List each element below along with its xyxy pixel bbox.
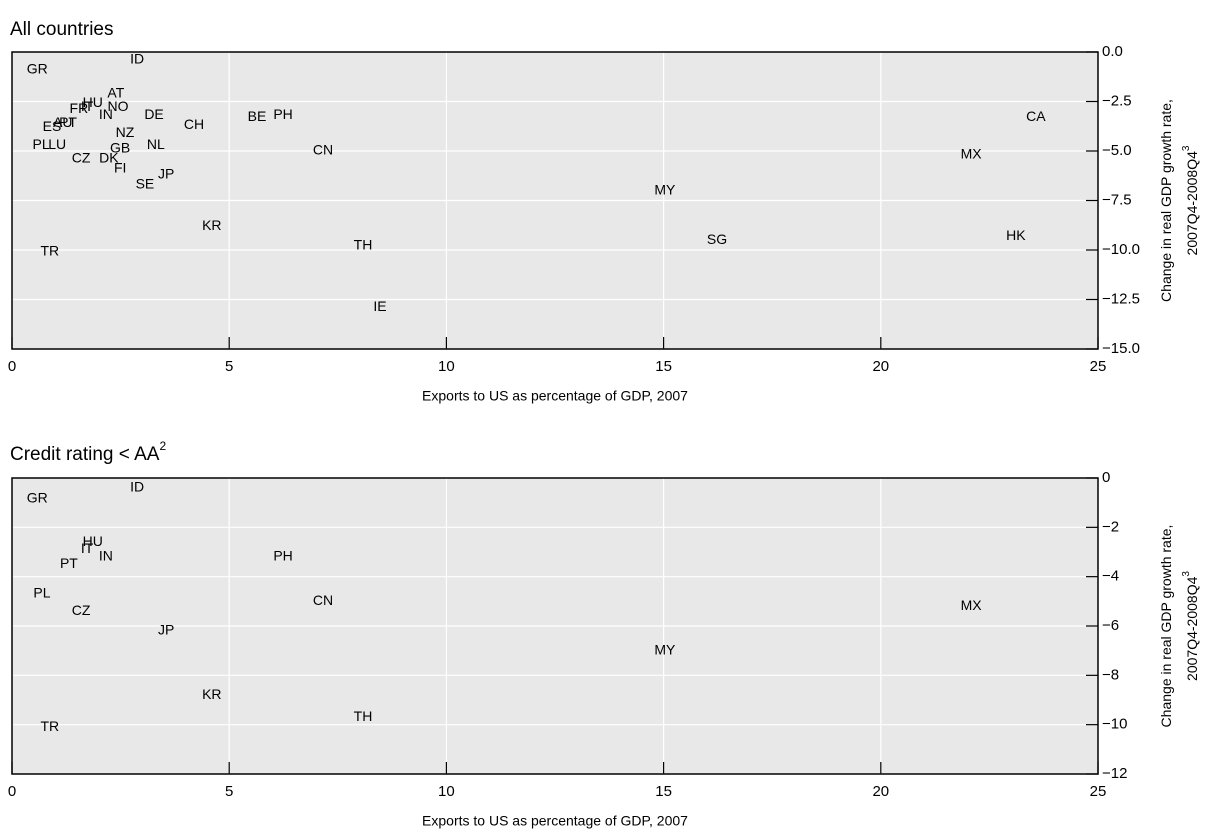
- y-tick-label: −12.5: [1102, 290, 1140, 307]
- y-tick-label: −7.5: [1102, 191, 1132, 208]
- y-tick-label: −5.0: [1102, 142, 1132, 159]
- point-label: KR: [202, 217, 221, 233]
- title-text: All countries: [10, 19, 114, 40]
- plot-frame: [11, 477, 1099, 775]
- y-tick-label: 0: [1102, 469, 1110, 486]
- y-axis-label-line: Change in real GDP growth rate,: [1158, 99, 1174, 302]
- point-label: DK: [99, 150, 119, 166]
- point-label: PT: [59, 114, 77, 130]
- point-label: FR: [70, 100, 89, 116]
- point-label: MX: [961, 146, 983, 162]
- point-label: FI: [114, 160, 126, 176]
- x-tick-label: 0: [8, 358, 16, 375]
- point-label: ID: [130, 51, 144, 67]
- point-label: JP: [158, 165, 174, 181]
- point-label: TR: [40, 718, 59, 734]
- point-label: ID: [130, 479, 144, 495]
- point-label: PL: [33, 585, 50, 601]
- point-label: NO: [107, 98, 128, 114]
- point-label: BE: [248, 108, 267, 124]
- point-label: MY: [654, 641, 676, 657]
- point-label: IN: [99, 106, 113, 122]
- y-axis-label-note: 3: [1181, 571, 1192, 577]
- x-tick-label: 5: [225, 358, 233, 375]
- title-note: 2: [159, 439, 166, 453]
- chart-title: All countries: [10, 19, 114, 40]
- y-axis-label-line: Change in real GDP growth rate,: [1158, 525, 1174, 728]
- y-axis-label-line: 2007Q4-2008Q4: [1184, 151, 1200, 256]
- y-tick-label: 0.0: [1102, 43, 1123, 60]
- point-label: PL: [33, 136, 50, 152]
- point-label: TH: [354, 708, 373, 724]
- y-tick-label: −2: [1102, 518, 1119, 535]
- x-tick-label: 15: [655, 783, 672, 800]
- x-tick-label: 10: [438, 783, 455, 800]
- x-tick-label: 20: [872, 358, 889, 375]
- point-label: IE: [373, 298, 386, 314]
- point-label: PH: [273, 106, 292, 122]
- point-label: NZ: [116, 124, 135, 140]
- point-label: JP: [158, 622, 174, 638]
- point-label: IT: [81, 540, 94, 556]
- x-tick-label: 15: [655, 358, 672, 375]
- point-label: AU: [53, 114, 72, 130]
- y-tick-label: −8: [1102, 666, 1119, 683]
- point-label: CH: [184, 116, 204, 132]
- point-label: GB: [110, 140, 130, 156]
- point-label: CA: [1026, 108, 1046, 124]
- point-label: DE: [144, 106, 163, 122]
- y-tick-label: −2.5: [1102, 92, 1132, 109]
- point-label: LU: [48, 136, 66, 152]
- y-axis-label: 2007Q4-2008Q43: [1181, 571, 1200, 681]
- point-label: IT: [81, 98, 94, 114]
- x-tick-label: 10: [438, 358, 455, 375]
- chart-title: Credit rating < AA2: [10, 439, 166, 465]
- point-label: CZ: [72, 602, 91, 618]
- point-label: HU: [83, 94, 103, 110]
- y-axis-label: Change in real GDP growth rate,: [1158, 99, 1174, 302]
- x-tick-label: 5: [225, 783, 233, 800]
- title-text: Credit rating < AA: [10, 444, 160, 465]
- y-axis-label-line: 2007Q4-2008Q4: [1184, 576, 1200, 681]
- y-tick-label: −12: [1102, 765, 1127, 782]
- plot-frame: [11, 51, 1099, 350]
- point-label: SE: [136, 175, 155, 191]
- point-label: MX: [961, 597, 983, 613]
- point-label: HK: [1006, 227, 1026, 243]
- x-tick-label: 0: [8, 783, 16, 800]
- point-label: ES: [43, 118, 62, 134]
- y-axis-label-note: 3: [1181, 145, 1192, 151]
- point-label: GR: [27, 490, 48, 506]
- x-axis-label: Exports to US as percentage of GDP, 2007: [422, 813, 688, 829]
- point-label: PT: [60, 555, 78, 571]
- y-tick-label: −6: [1102, 617, 1119, 634]
- x-axis-label: Exports to US as percentage of GDP, 2007: [422, 388, 688, 404]
- y-tick-label: −15.0: [1102, 340, 1140, 357]
- point-label: MY: [654, 181, 676, 197]
- y-tick-label: −4: [1102, 568, 1119, 585]
- point-label: IN: [99, 548, 113, 564]
- x-tick-label: 25: [1090, 783, 1107, 800]
- point-label: GR: [27, 61, 48, 77]
- y-tick-label: −10.0: [1102, 241, 1140, 258]
- point-label: PH: [273, 548, 292, 564]
- point-label: SG: [707, 231, 727, 247]
- point-label: CZ: [72, 150, 91, 166]
- point-label: TH: [354, 237, 373, 253]
- point-label: TR: [40, 243, 59, 259]
- x-tick-label: 25: [1090, 358, 1107, 375]
- y-axis-label: Change in real GDP growth rate,: [1158, 525, 1174, 728]
- point-label: NL: [147, 136, 165, 152]
- point-label: KR: [202, 686, 221, 702]
- point-label: HU: [83, 533, 103, 549]
- point-label: CN: [313, 142, 333, 158]
- y-tick-label: −10: [1102, 716, 1127, 733]
- point-label: CN: [313, 592, 333, 608]
- y-axis-label: 2007Q4-2008Q43: [1181, 145, 1200, 255]
- point-label: AT: [107, 84, 124, 100]
- x-tick-label: 20: [872, 783, 889, 800]
